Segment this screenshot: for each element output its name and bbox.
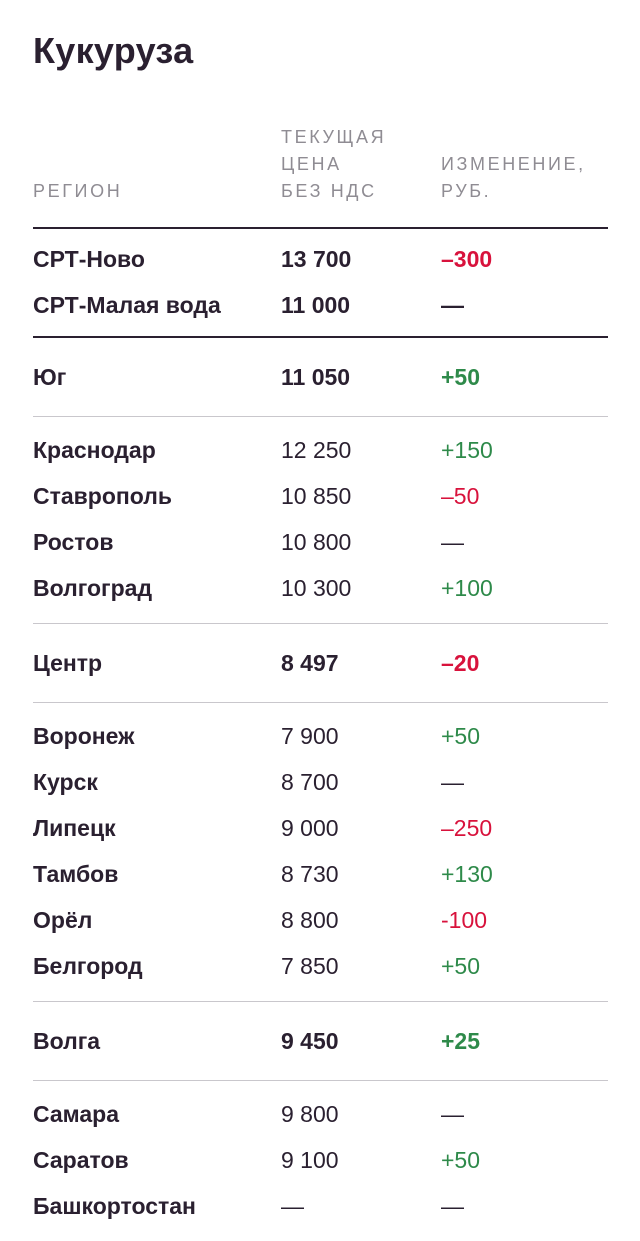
region-cell: Самара — [33, 1101, 120, 1127]
table-row: Саратов 9 100 +50 — [33, 1137, 608, 1183]
region-cell: Краснодар — [33, 437, 156, 463]
price-cell: 13 700 — [281, 246, 352, 272]
change-cell: +50 — [441, 723, 481, 749]
region-cell: Башкортостан — [33, 1193, 196, 1219]
change-cell: — — [441, 769, 464, 795]
change-cell: +25 — [441, 1028, 481, 1054]
column-header-price: Текущая цена без НДС — [281, 127, 387, 201]
table-group: Воронеж 7 900 +50 Курск 8 700 — Липецк 9… — [33, 703, 608, 1002]
price-cell: 8 700 — [281, 769, 339, 795]
price-cell: 11 050 — [281, 364, 351, 390]
table-row: СРТ-Ново 13 700 –300 — [33, 236, 608, 282]
table-row: Курск 8 700 — — [33, 759, 608, 805]
region-cell: Ставрополь — [33, 483, 173, 509]
price-cell: 12 250 — [281, 437, 352, 463]
table-body: СРТ-Ново 13 700 –300 СРТ-Малая вода 11 0… — [33, 228, 608, 1241]
price-cell: 8 800 — [281, 907, 339, 933]
table-header: Регион Текущая цена без НДС Изменение, р… — [33, 120, 608, 229]
table-row: Липецк 9 000 –250 — [33, 805, 608, 851]
change-cell: –300 — [441, 246, 493, 272]
price-cell: 11 000 — [281, 292, 351, 318]
price-cell: 9 800 — [281, 1101, 339, 1127]
change-cell: –20 — [441, 650, 480, 676]
table-row: Самара 9 800 — — [33, 1091, 608, 1137]
price-cell: 9 000 — [281, 815, 339, 841]
table-group: Самара 9 800 — Саратов 9 100 +50 Башкорт… — [33, 1081, 608, 1241]
region-cell: Воронеж — [33, 723, 135, 749]
change-cell: — — [441, 529, 464, 555]
column-header-change: Изменение, руб. — [441, 154, 586, 201]
change-cell: –50 — [441, 483, 480, 509]
region-cell: Юг — [33, 364, 67, 390]
region-cell: Тамбов — [33, 861, 119, 887]
change-cell: +50 — [441, 1147, 481, 1173]
table-group: Волга 9 450 +25 — [33, 1002, 608, 1081]
region-cell: СРТ-Ново — [33, 246, 145, 272]
change-cell: +130 — [441, 861, 493, 887]
region-cell: Центр — [33, 650, 103, 676]
change-cell: –250 — [441, 815, 493, 841]
change-cell: -100 — [441, 907, 488, 933]
table-row: Краснодар 12 250 +150 — [33, 427, 608, 473]
change-cell: +100 — [441, 575, 493, 601]
table-row: СРТ-Малая вода 11 000 — — [33, 282, 608, 328]
price-cell: — — [281, 1193, 304, 1219]
table-row: Волгоград 10 300 +100 — [33, 565, 608, 611]
price-cell: 10 300 — [281, 575, 352, 601]
column-header-region: Регион — [33, 181, 123, 201]
table-group: СРТ-Ново 13 700 –300 СРТ-Малая вода 11 0… — [33, 228, 608, 338]
region-cell: Саратов — [33, 1147, 129, 1173]
change-cell: — — [441, 1193, 464, 1219]
table-group: Юг 11 050 +50 — [33, 338, 608, 417]
price-table-page: Кукуруза Регион Текущая цена без НДС Изм… — [33, 30, 608, 1219]
price-cell: 10 850 — [281, 483, 352, 509]
table-row: Башкортостан — — — [33, 1183, 608, 1229]
change-cell: +50 — [441, 364, 481, 390]
change-cell: +150 — [441, 437, 493, 463]
change-cell: — — [441, 1101, 464, 1127]
region-cell: Волгоград — [33, 575, 153, 601]
page-title: Кукуруза — [33, 30, 194, 71]
region-cell: Липецк — [33, 815, 116, 841]
price-cell: 8 497 — [281, 650, 339, 676]
table-row: Тамбов 8 730 +130 — [33, 851, 608, 897]
region-cell: Орёл — [33, 907, 93, 933]
region-cell: Курск — [33, 769, 98, 795]
region-cell: Белгород — [33, 953, 143, 979]
price-cell: 7 850 — [281, 953, 339, 979]
region-cell: Волга — [33, 1028, 101, 1054]
table-row: Ставрополь 10 850 –50 — [33, 473, 608, 519]
change-cell: — — [441, 292, 464, 318]
price-cell: 8 730 — [281, 861, 339, 887]
table-group: Центр 8 497 –20 — [33, 624, 608, 703]
table-row: Ростов 10 800 — — [33, 519, 608, 565]
table-group: Краснодар 12 250 +150 Ставрополь 10 850 … — [33, 417, 608, 624]
region-cell: Ростов — [33, 529, 114, 555]
price-cell: 7 900 — [281, 723, 339, 749]
region-cell: СРТ-Малая вода — [33, 292, 221, 318]
table-row: Волга 9 450 +25 — [33, 1018, 608, 1064]
price-cell: 9 100 — [281, 1147, 339, 1173]
table-row: Воронеж 7 900 +50 — [33, 713, 608, 759]
table-row: Орёл 8 800 -100 — [33, 897, 608, 943]
table-row: Белгород 7 850 +50 — [33, 943, 608, 989]
table-row: Центр 8 497 –20 — [33, 640, 608, 686]
price-cell: 10 800 — [281, 529, 352, 555]
price-cell: 9 450 — [281, 1028, 339, 1054]
change-cell: +50 — [441, 953, 481, 979]
table-row: Юг 11 050 +50 — [33, 354, 608, 400]
